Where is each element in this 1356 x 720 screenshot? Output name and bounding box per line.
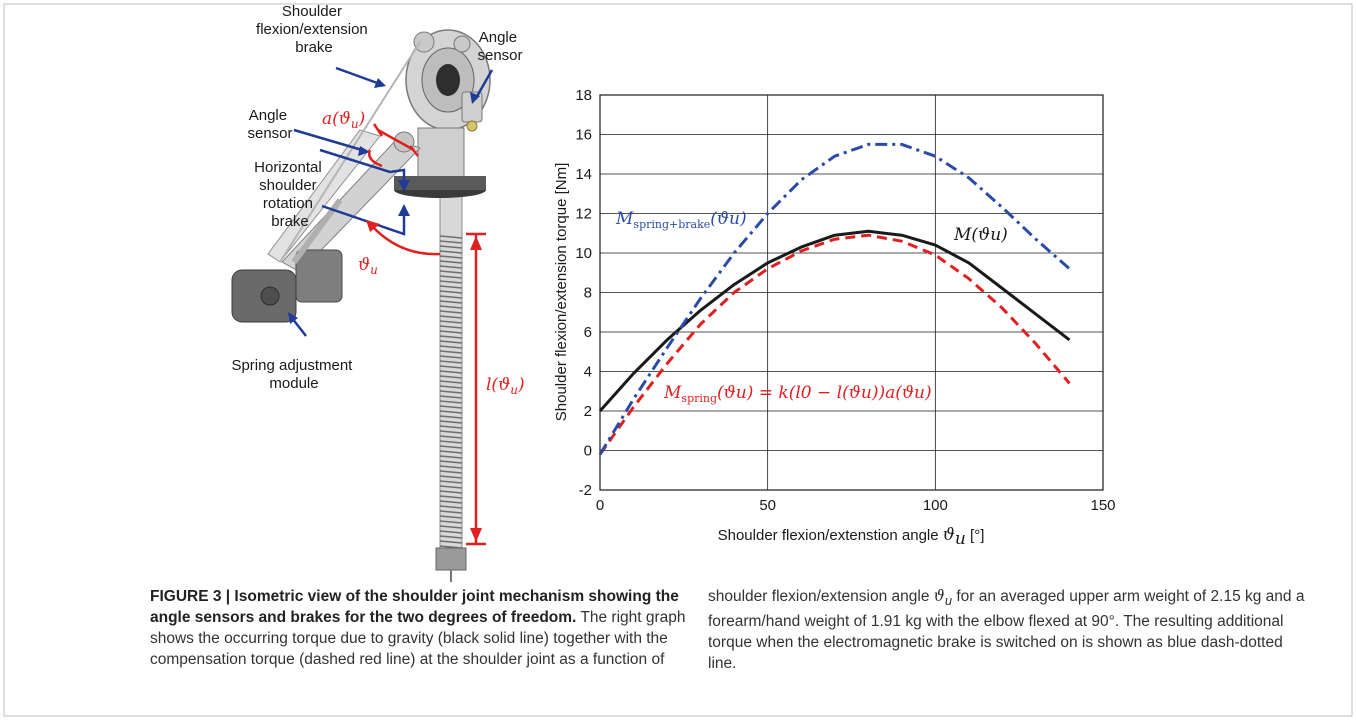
y-tick-label: 18 (575, 87, 592, 104)
label-shoulder-brake: Shoulder flexion/extension brake (256, 3, 372, 56)
series-line-0 (598, 229, 1071, 412)
x-tick-label: 100 (923, 497, 948, 514)
grid-lines (600, 95, 1103, 490)
y-tick-label: 14 (575, 166, 592, 183)
red-annotations (366, 123, 486, 546)
annotation-m-theta: M(ϑu) (953, 225, 1008, 245)
y-axis-label: Shoulder flexion/extension torque [Nm] (553, 163, 570, 421)
y-tick-label: 10 (575, 245, 592, 262)
label-theta-u: ϑu (358, 255, 378, 277)
spring-adjustment-module (295, 249, 343, 303)
label-spring-module: Spring adjustment module (231, 357, 356, 392)
caption-left-column: FIGURE 3 | Isometric view of the shoulde… (150, 586, 690, 670)
annotation-spring-brake: Mspring+brake(ϑu) (615, 209, 747, 231)
label-angle-sensor-left: Angle sensor (247, 107, 292, 142)
label-angle-sensor-top: Angle sensor (477, 29, 522, 64)
x-tick-label: 50 (759, 497, 776, 514)
caption-text-left: The right graph shows the occurring torq… (150, 609, 686, 668)
y-tick-label: 12 (575, 206, 592, 223)
y-tick-label: 6 (584, 324, 592, 341)
label-horizontal-brake: Horizontal shoulder rotation brake (254, 159, 326, 230)
y-tick-label: 8 (584, 285, 592, 302)
spring-end-cap (435, 547, 467, 571)
series-line-1 (598, 233, 1071, 456)
y-tick-label: -2 (579, 482, 592, 499)
label-a-theta: a(ϑu) (322, 109, 365, 131)
x-tick-label: 0 (596, 497, 604, 514)
y-tick-label: 2 (584, 403, 592, 420)
x-axis-label: Shoulder flexion/extenstion angle ϑu [°] (718, 525, 985, 549)
y-tick-label: 16 (575, 127, 592, 144)
spring-coils (439, 235, 463, 549)
blue-annotation-arrows (288, 66, 494, 337)
annotation-spring: Mspring(ϑu) = k(l0 − l(ϑu))a(ϑu) (663, 383, 932, 405)
mechanism-illustration (231, 29, 491, 582)
caption-right-column: shoulder flexion/extension angle ϑu for … (708, 587, 1305, 673)
x-tick-label: 150 (1090, 497, 1115, 514)
y-tick-label: 0 (584, 443, 592, 460)
label-l-theta: l(ϑu) (486, 375, 525, 397)
series-line-2 (598, 142, 1071, 456)
data-series (598, 142, 1071, 456)
y-tick-label: 4 (584, 364, 592, 381)
caption-title: FIGURE 3 | Isometric view of the shoulde… (150, 588, 679, 626)
figure-border (3, 3, 1353, 717)
